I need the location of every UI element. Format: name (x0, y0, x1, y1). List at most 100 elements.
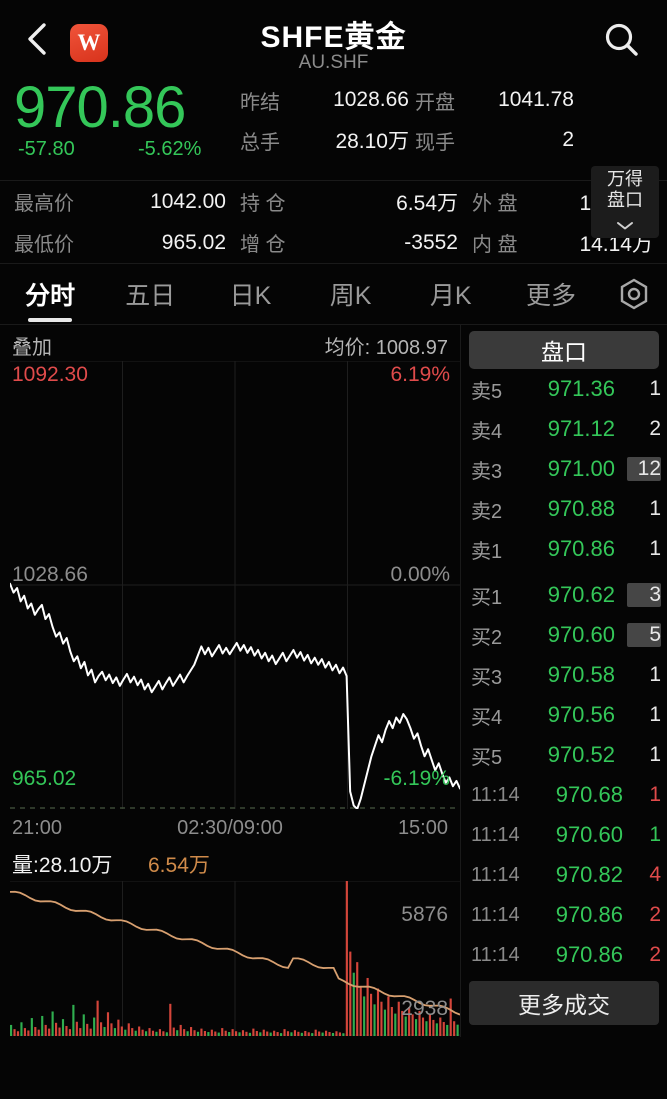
price-plot[interactable] (10, 361, 460, 809)
orderbook-row[interactable]: 买2 970.60 5 (461, 615, 667, 655)
field-label: 现手 (415, 131, 455, 154)
trade-qty: 1 (649, 823, 661, 846)
orderbook-price: 970.60 (547, 622, 615, 647)
orderbook-level: 卖1 (471, 540, 503, 563)
volume-plot[interactable] (9, 880, 461, 1036)
order-book-panel: 盘口 卖5 971.36 1 卖4 971.12 2 卖3 971.00 12 卖2 970.88 1… (460, 325, 667, 1037)
trade-price: 970.60 (555, 822, 623, 847)
quote-field-open: 开盘 1041.78 (415, 86, 580, 115)
field-label: 昨结 (240, 91, 280, 114)
wind-orderbook-button[interactable]: 万得 盘口 (591, 166, 659, 238)
chart-header-row: 叠加 均价: 1008.97 (0, 325, 460, 361)
quote-key-values: 昨结 1028.66 开盘 1041.78 总手 28.10万 现手 2 (240, 80, 580, 160)
table-row: 最低价 965.02 增 仓 -3552 内 盘 14.14万 (0, 222, 667, 263)
volume-header: 量:28.10万 6.54万 (0, 849, 460, 881)
trade-row[interactable]: 11:14 970.60 1 (461, 815, 667, 855)
stat-value: 1042.00 (150, 189, 226, 213)
search-icon[interactable] (601, 20, 643, 62)
stat-label: 增 仓 (240, 234, 286, 256)
chart-tab-bar: 分时 五日 日K 周K 月K 更多 (0, 264, 667, 324)
orderbook-level: 卖2 (471, 500, 503, 523)
intraday-chart-panel[interactable]: 叠加 均价: 1008.97 1092.30 6.19% 1028.66 0.0… (0, 325, 461, 1037)
stat-inner-volume: 内 盘 14.14万 (472, 228, 667, 258)
stat-open-interest: 持 仓 6.54万 (240, 187, 472, 217)
orderbook-qty: 1 (649, 537, 661, 560)
orderbook-qty: 3 (627, 583, 661, 607)
stat-oi-change: 增 仓 -3552 (240, 228, 472, 257)
more-trades-button[interactable]: 更多成交 (469, 981, 659, 1025)
field-value: 2 (562, 128, 574, 151)
trade-row[interactable]: 11:14 970.86 2 (461, 895, 667, 935)
stat-label: 最高价 (14, 193, 74, 215)
overlay-button[interactable]: 叠加 (12, 337, 52, 359)
tab-monthly-k[interactable]: 月K (429, 282, 472, 310)
tab-intraday[interactable]: 分时 (0, 264, 100, 324)
trade-row[interactable]: 11:14 970.68 1 (461, 775, 667, 815)
tab-weekly-k[interactable]: 周K (329, 282, 372, 310)
tab-more[interactable]: 更多 (525, 282, 576, 310)
trade-qty: 2 (649, 903, 661, 926)
trade-time: 11:14 (471, 783, 520, 806)
orderbook-price: 970.58 (547, 662, 615, 687)
time-tick: 15:00 (397, 817, 448, 839)
orderbook-row[interactable]: 卖5 971.36 1 (461, 369, 667, 409)
back-icon[interactable] (26, 22, 48, 56)
price-change-percent: -5.62% (138, 138, 202, 160)
volume-axis-mid: 2938 (401, 997, 448, 1020)
top-navigation-bar: W SHFE黄金 AU.SHF (0, 0, 667, 78)
trade-qty: 4 (649, 863, 661, 886)
orderbook-row[interactable]: 卖4 971.12 2 (461, 409, 667, 449)
trade-price: 970.86 (555, 902, 623, 927)
gear-hex-icon[interactable] (601, 277, 667, 311)
stat-label: 持 仓 (240, 193, 286, 215)
orderbook-row[interactable]: 买5 970.52 1 (461, 735, 667, 775)
orderbook-qty: 5 (627, 623, 661, 647)
axis-label-price-low: 965.02 (12, 767, 77, 790)
average-price-label: 均价: 1008.97 (324, 337, 448, 359)
page-title: SHFE黄金 (260, 21, 407, 54)
open-interest-label: 6.54万 (148, 854, 210, 877)
orderbook-level: 卖4 (471, 420, 503, 443)
orderbook-level: 买5 (471, 746, 503, 769)
trade-row[interactable]: 11:14 970.86 2 (461, 935, 667, 975)
stat-low-price: 最低价 965.02 (0, 228, 240, 257)
orderbook-level: 买2 (471, 626, 503, 649)
orderbook-price: 970.56 (547, 702, 615, 727)
orderbook-row[interactable]: 买1 970.62 3 (461, 575, 667, 615)
stat-label: 内 盘 (472, 234, 518, 256)
orderbook-price: 971.00 (547, 456, 615, 481)
orderbook-qty: 12 (627, 457, 661, 481)
trade-price: 970.82 (555, 862, 623, 887)
field-value: 1028.66 (333, 88, 409, 111)
orderbook-row[interactable]: 买4 970.56 1 (461, 695, 667, 735)
time-tick: 02:30/09:00 (177, 817, 283, 839)
trade-row[interactable]: 11:14 970.82 4 (461, 855, 667, 895)
wind-logo[interactable]: W (70, 24, 108, 62)
tab-daily-k[interactable]: 日K (229, 282, 272, 310)
axis-label-pct-low: -6.19% (383, 767, 450, 790)
field-value: 1041.78 (498, 88, 574, 111)
trade-qty: 2 (649, 943, 661, 966)
time-tick: 21:00 (12, 817, 63, 839)
orderbook-row[interactable]: 买3 970.58 1 (461, 655, 667, 695)
stat-value: 14.14万 (579, 232, 653, 256)
orderbook-row[interactable]: 卖3 971.00 12 (461, 449, 667, 489)
orderbook-tab[interactable]: 盘口 (469, 331, 659, 369)
tab-five-day[interactable]: 五日 (125, 282, 176, 310)
orderbook-row[interactable]: 卖1 970.86 1 (461, 529, 667, 569)
orderbook-price: 970.62 (547, 582, 615, 607)
axis-label-price-high: 1092.30 (12, 363, 88, 386)
stat-value: 965.02 (161, 230, 226, 254)
stat-value: 6.54万 (396, 191, 458, 215)
trade-qty: 1 (649, 783, 661, 806)
field-label: 总手 (240, 131, 280, 154)
orderbook-qty: 1 (649, 497, 661, 520)
price-change: -57.80 (18, 138, 75, 160)
wind-orderbook-line2: 盘口 (607, 190, 643, 211)
trade-time: 11:14 (471, 823, 520, 846)
orderbook-price: 970.86 (547, 536, 615, 561)
trade-ticker-rows: 11:14 970.68 1 11:14 970.60 1 11:14 970.82 4 11:1… (461, 775, 667, 975)
trade-time: 11:14 (471, 903, 520, 926)
quote-field-total-volume: 总手 28.10万 (240, 125, 415, 155)
orderbook-row[interactable]: 卖2 970.88 1 (461, 489, 667, 529)
